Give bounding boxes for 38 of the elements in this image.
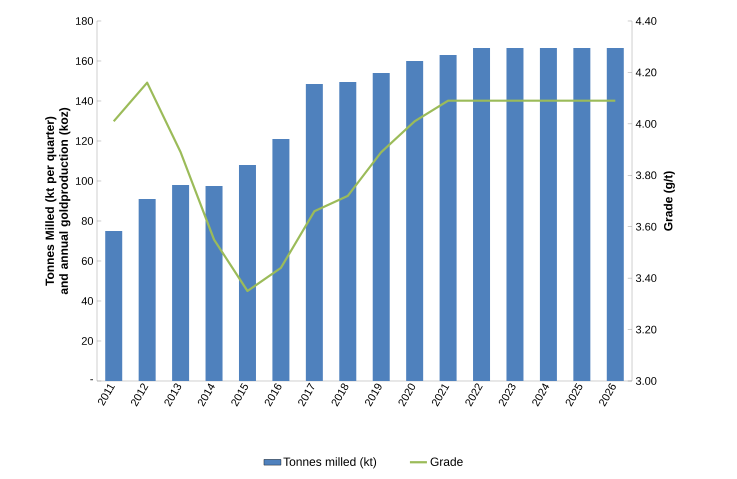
y-tick-label: 140 [76, 97, 94, 105]
y-tick-label: 100 [76, 177, 94, 185]
bar [339, 82, 356, 381]
y2-tick-label: 3.20 [636, 326, 656, 334]
y2-tick-label: 3.00 [636, 377, 656, 385]
bar [606, 48, 624, 381]
y-tick-label: 60 [82, 257, 94, 265]
bar [306, 84, 323, 381]
bar [573, 48, 590, 381]
bar [372, 72, 390, 381]
bar [238, 164, 256, 381]
y-axis-title: Tonnes Milled (kt per quarter) and annual goldproduction (koz) [45, 108, 70, 294]
bar [206, 186, 223, 381]
bar [272, 138, 290, 381]
y-tick-label: 20 [82, 337, 94, 345]
bar [440, 54, 457, 381]
y-tick-label: 180 [76, 17, 94, 25]
bar [540, 48, 557, 381]
bar [172, 184, 190, 381]
y2-tick-label: 3.40 [636, 274, 656, 282]
y-tick-label: 80 [82, 217, 94, 225]
legend-label: Tonnes milled (kt) [283, 457, 376, 468]
y2-tick-label: 4.00 [636, 120, 656, 128]
bar [473, 48, 490, 381]
y-tick-label: 160 [76, 57, 94, 65]
y-tick-label: 40 [82, 297, 94, 305]
legend-label: Grade [430, 457, 463, 466]
y-tick-label: 120 [76, 137, 94, 145]
y2-tick-label: 3.80 [636, 171, 656, 180]
bar [506, 48, 524, 381]
y-tick-label: - [90, 379, 93, 380]
y2-tick-label: 4.20 [636, 68, 656, 76]
y2-tick-label: 3.60 [636, 222, 656, 231]
y2-tick-label: 4.40 [636, 17, 656, 25]
bar [105, 230, 122, 381]
y2-axis-title: Grade (g/t) [664, 171, 675, 231]
bar [138, 198, 156, 381]
bar [406, 60, 424, 381]
